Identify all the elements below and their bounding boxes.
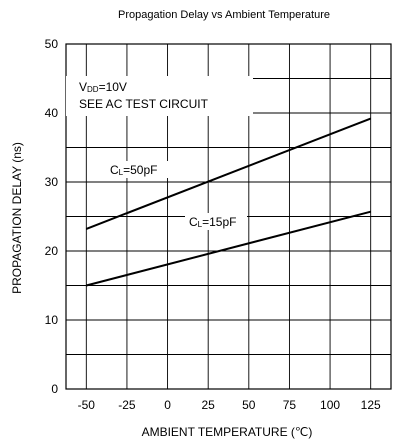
y-tick-label: 30 [45,175,59,189]
x-tick-label: -25 [118,398,136,412]
svg-text:CL=50pF: CL=50pF [110,163,157,177]
conditions-box: VDD=10V SEE AC TEST CIRCUIT [66,76,253,116]
x-axis-label: AMBIENT TEMPERATURE (℃) [142,425,313,439]
x-tick-label: 75 [283,398,297,412]
y-tick-labels: 0 10 20 30 40 50 [45,37,59,396]
x-tick-label: 0 [164,398,171,412]
y-tick-label: 50 [45,37,59,51]
y-tick-label: 40 [45,106,59,120]
conditions-box-bg [66,76,253,116]
x-tick-label: 100 [320,398,340,412]
cl15-label: CL=15pF [185,213,247,230]
x-tick-label: 50 [242,398,256,412]
series-layer [85,117,372,287]
x-tick-labels: -50 -25 0 25 50 75 100 125 [78,398,381,412]
y-axis-label: PROPAGATION DELAY (ns) [10,142,24,294]
y-tick-label: 0 [51,382,58,396]
cl50-label: CL=50pF [106,161,170,178]
circuit-label: SEE AC TEST CIRCUIT [79,97,209,111]
y-tick-label: 10 [45,313,59,327]
x-tick-label: -50 [78,398,96,412]
series-line-cl15 [86,210,371,287]
plot-frame [65,43,392,390]
y-tick-label: 20 [45,244,59,258]
chart-title: Propagation Delay vs Ambient Temperature [118,9,330,21]
vdd-label: VDD=10V [79,80,127,94]
svg-text:CL=15pF: CL=15pF [189,215,236,229]
x-tick-label: 125 [361,398,381,412]
series-line-cl50 [85,117,372,230]
x-tick-label: 25 [202,398,216,412]
